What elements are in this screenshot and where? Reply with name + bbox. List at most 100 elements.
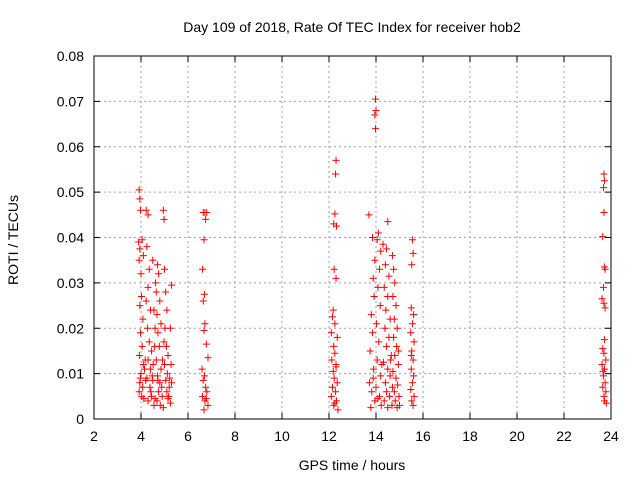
data-point-marker xyxy=(163,370,171,378)
data-point-marker xyxy=(602,399,610,407)
data-point-marker xyxy=(599,367,607,375)
data-point-marker xyxy=(409,249,417,257)
data-point-marker xyxy=(387,356,395,364)
data-point-marker xyxy=(153,397,161,405)
data-point-marker xyxy=(372,383,380,391)
data-point-marker xyxy=(331,399,339,407)
data-point-marker xyxy=(390,388,398,396)
y-tick-label: 0.07 xyxy=(57,93,84,109)
data-point-marker xyxy=(136,195,144,203)
x-tick-label: 6 xyxy=(184,428,192,444)
data-point-marker xyxy=(377,372,385,380)
data-point-marker xyxy=(382,306,390,314)
data-point-marker xyxy=(386,392,394,400)
data-point-marker xyxy=(390,265,398,273)
data-point-marker xyxy=(601,379,609,387)
x-tick-label: 18 xyxy=(462,428,478,444)
data-point-marker xyxy=(331,210,339,218)
data-point-marker xyxy=(600,349,608,357)
data-point-marker xyxy=(158,392,166,400)
data-point-marker xyxy=(162,342,170,350)
data-point-marker xyxy=(159,206,167,214)
data-point-marker xyxy=(408,261,416,269)
data-point-marker xyxy=(165,383,173,391)
grid-lines xyxy=(94,56,611,419)
data-point-marker xyxy=(390,315,398,323)
data-point-marker xyxy=(164,351,172,359)
data-point-marker xyxy=(386,372,394,380)
data-point-marker xyxy=(138,342,146,350)
data-point-marker xyxy=(383,342,391,350)
data-point-marker xyxy=(599,233,607,241)
x-tick-label: 16 xyxy=(415,428,431,444)
data-point-marker xyxy=(158,383,166,391)
data-point-marker xyxy=(161,361,168,369)
data-point-marker xyxy=(375,338,383,346)
y-tick-label: 0.06 xyxy=(57,139,84,155)
data-point-marker xyxy=(327,392,335,400)
data-point-marker xyxy=(330,265,338,273)
data-point-marker xyxy=(143,374,151,382)
data-point-marker xyxy=(198,365,206,373)
data-point-marker xyxy=(154,376,162,384)
data-point-marker xyxy=(149,361,157,369)
x-tick-label: 8 xyxy=(231,428,239,444)
data-point-marker xyxy=(602,356,610,364)
data-point-marker xyxy=(332,274,340,282)
data-point-marker xyxy=(151,324,159,332)
data-point-marker xyxy=(370,292,378,300)
chart-title: Day 109 of 2018, Rate Of TEC Index for r… xyxy=(183,19,521,35)
data-point-marker xyxy=(329,306,337,314)
data-point-marker xyxy=(155,388,163,396)
data-point-marker xyxy=(368,234,376,241)
data-point-marker xyxy=(163,306,171,314)
data-point-marker xyxy=(140,395,148,403)
data-point-marker xyxy=(393,324,401,332)
data-point-marker xyxy=(370,365,378,373)
data-point-marker xyxy=(372,106,380,114)
y-tick-label: 0.04 xyxy=(57,230,84,246)
data-point-marker xyxy=(383,388,391,396)
data-point-marker xyxy=(407,386,415,394)
data-point-marker xyxy=(601,265,609,273)
data-point-marker xyxy=(379,240,387,248)
data-point-marker xyxy=(160,215,168,223)
data-point-marker xyxy=(166,374,174,382)
data-point-marker xyxy=(393,404,401,412)
data-point-marker xyxy=(138,236,146,244)
data-point-marker xyxy=(395,392,403,400)
x-tick-label: 2 xyxy=(90,428,98,444)
data-point-marker xyxy=(149,256,157,264)
data-point-marker xyxy=(367,404,375,412)
data-point-marker xyxy=(332,170,340,178)
data-point-marker xyxy=(381,261,389,269)
y-tick-label: 0.03 xyxy=(57,275,84,291)
data-point-marker xyxy=(372,125,380,133)
data-point-marker xyxy=(392,374,400,382)
data-point-marker xyxy=(327,329,335,337)
data-point-marker xyxy=(388,252,396,260)
data-point-marker xyxy=(408,320,416,328)
data-point-marker xyxy=(152,279,160,287)
y-tick-label: 0.01 xyxy=(57,366,84,382)
data-point-marker xyxy=(410,311,418,319)
data-point-marker xyxy=(371,111,379,119)
data-point-marker xyxy=(374,395,382,403)
data-point-marker xyxy=(144,283,152,291)
data-point-marker xyxy=(369,374,377,382)
data-point-marker xyxy=(200,290,208,298)
data-point-marker xyxy=(144,211,152,219)
data-point-marker xyxy=(163,388,171,396)
data-point-marker xyxy=(384,218,392,226)
data-point-marker xyxy=(168,281,176,289)
data-point-marker xyxy=(374,229,382,237)
data-point-marker xyxy=(600,177,608,185)
data-point-marker xyxy=(146,383,154,391)
data-point-marker xyxy=(201,209,209,217)
data-point-marker xyxy=(373,356,381,364)
data-point-marker xyxy=(200,327,208,335)
data-point-marker xyxy=(407,351,415,359)
data-point-marker xyxy=(153,261,161,269)
